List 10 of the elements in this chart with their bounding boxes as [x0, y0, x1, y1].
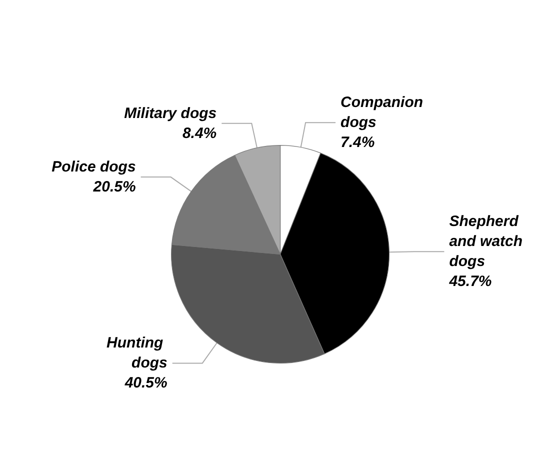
data-label: 45.7%	[448, 273, 492, 290]
data-label: 7.4%	[340, 134, 375, 152]
slice-label: Shepherd and watch dogs	[449, 213, 527, 270]
slice-label: Hunting dogs	[106, 334, 168, 372]
slice-label: Police dogs	[52, 158, 136, 176]
data-label: 40.5%	[124, 374, 168, 392]
data-label: 20.5%	[92, 178, 136, 196]
data-label: 8.4%	[182, 124, 217, 142]
slice-label: Military dogs	[124, 104, 217, 122]
slice-label: Companion dogs	[340, 94, 428, 132]
